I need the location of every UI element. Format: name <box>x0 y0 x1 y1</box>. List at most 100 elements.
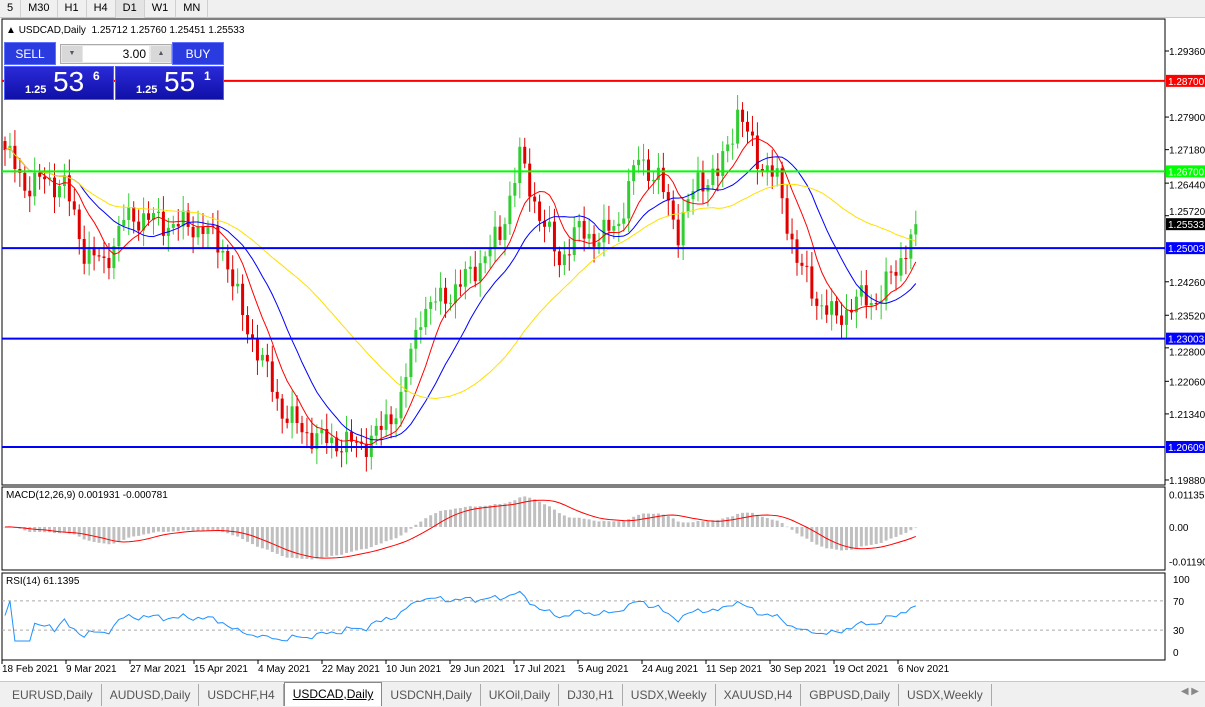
candle-body <box>107 257 111 269</box>
tab-usdcnh-daily[interactable]: USDCNH,Daily <box>382 684 481 706</box>
candle-body <box>350 431 353 442</box>
tab-usdchf-h4[interactable]: USDCHF,H4 <box>199 684 284 706</box>
macd-histogram-bar <box>265 527 269 550</box>
candle <box>33 157 37 206</box>
timeframe-mn[interactable]: MN <box>176 0 209 18</box>
timeframe-h1[interactable]: H1 <box>58 0 87 18</box>
candle <box>92 236 96 271</box>
timeframe-m30[interactable]: M30 <box>21 0 58 18</box>
macd-histogram-bar <box>117 527 121 542</box>
candle-body <box>404 377 408 392</box>
macd-histogram-bar <box>820 527 824 547</box>
macd-label: MACD(12,26,9) 0.001931 -0.000781 <box>6 490 168 501</box>
buy-button[interactable]: BUY <box>172 42 224 65</box>
timeframe-5[interactable]: 5 <box>0 0 22 18</box>
candle-body <box>290 406 294 423</box>
macd-histogram-bar <box>3 527 7 528</box>
candle <box>528 148 532 212</box>
macd-histogram-bar <box>171 527 175 532</box>
tab-scroll-arrows-icon[interactable]: ◀ ▶ <box>1180 686 1199 697</box>
candle-body <box>320 429 324 434</box>
macd-histogram-bar <box>122 527 126 540</box>
macd-histogram-bar <box>800 527 804 537</box>
decrease-lot-icon[interactable]: ▼ <box>62 46 82 62</box>
candle-body <box>622 218 626 224</box>
price-tick-label: 1.24260 <box>1169 278 1205 289</box>
tab-audusd-daily[interactable]: AUDUSD,Daily <box>102 684 200 706</box>
candle-body <box>552 221 556 252</box>
macd-histogram-bar <box>528 497 532 527</box>
macd-histogram-bar <box>780 522 784 527</box>
level-price-badge <box>1166 165 1205 178</box>
tab-ukoil-daily[interactable]: UKOil,Daily <box>481 684 560 706</box>
macd-histogram-bar <box>508 501 512 527</box>
timeframe-d1[interactable]: D1 <box>115 0 145 18</box>
sell-button[interactable]: SELL <box>4 42 56 65</box>
macd-histogram-bar <box>716 519 720 527</box>
price-chart[interactable]: 1.29360 1.27900 1.27180 1.26440 1.25720 1.242… <box>0 18 1205 680</box>
candle-body <box>458 284 462 287</box>
candle-body <box>755 135 759 169</box>
candle-body <box>518 146 522 184</box>
candle-body <box>236 283 240 287</box>
candle-body <box>805 265 809 267</box>
candle-body <box>869 302 873 306</box>
tab-eurusd-daily[interactable]: EURUSD,Daily <box>4 684 102 706</box>
level-price-badge <box>1166 440 1205 453</box>
level-price-badge <box>1166 332 1205 345</box>
candle <box>404 363 408 408</box>
increase-lot-icon[interactable]: ▲ <box>151 46 171 62</box>
tab-usdx-weekly[interactable]: USDX,Weekly <box>623 684 716 706</box>
timeframe-h4[interactable]: H4 <box>87 0 116 18</box>
macd-histogram-bar <box>741 512 745 527</box>
buy-price-button[interactable]: 1.25 55 1 <box>115 66 224 100</box>
date-label: 18 Feb 2021 <box>2 664 59 675</box>
candle <box>642 143 646 176</box>
candle <box>389 406 393 439</box>
candle-body <box>285 418 289 423</box>
candle-body <box>899 257 903 276</box>
candle-body <box>746 121 749 132</box>
candle <box>533 182 537 214</box>
candle-body <box>637 159 641 166</box>
candle-body <box>444 287 448 304</box>
lot-size-stepper[interactable]: ▼ ▲ <box>60 44 172 64</box>
macd-histogram-bar <box>775 520 779 527</box>
macd-histogram-bar <box>736 513 740 527</box>
candle-body <box>379 425 383 430</box>
sell-price-button[interactable]: 1.25 53 6 <box>4 66 114 100</box>
chart-area[interactable]: 1.29360 1.27900 1.27180 1.26440 1.25720 1.242… <box>0 18 1205 680</box>
candle-body <box>647 159 650 181</box>
macd-tick-label: 0.00 <box>1169 523 1189 534</box>
candle <box>434 287 438 311</box>
tab-gbpusd-daily[interactable]: GBPUSD,Daily <box>801 684 899 706</box>
candle-body <box>409 348 413 378</box>
candle <box>196 210 200 245</box>
candle <box>384 399 388 437</box>
tab-xauusd-h4[interactable]: XAUUSD,H4 <box>716 684 802 706</box>
macd-histogram-bar <box>409 527 413 529</box>
date-label: 24 Aug 2021 <box>642 664 699 675</box>
date-label: 4 May 2021 <box>258 664 311 675</box>
candle-body <box>731 143 735 145</box>
candle-body <box>28 190 32 197</box>
candle-body <box>23 172 27 191</box>
level-price-badge <box>1166 74 1205 87</box>
tab-usdx-weekly[interactable]: USDX,Weekly <box>899 684 992 706</box>
candle <box>849 298 853 320</box>
candle-body <box>473 266 477 282</box>
timeframe-w1[interactable]: W1 <box>145 0 177 18</box>
tab-usdcad-daily[interactable]: USDCAD,Daily <box>283 682 383 706</box>
candle <box>557 246 561 278</box>
tab-dj30-h1[interactable]: DJ30,H1 <box>559 684 623 706</box>
candle <box>825 289 829 323</box>
candle <box>904 245 908 275</box>
collapse-triangle-icon[interactable]: ▲ <box>6 25 19 36</box>
candle <box>488 234 492 269</box>
macd-histogram-bar <box>186 527 190 531</box>
candle-body <box>330 437 334 444</box>
lot-size-input[interactable] <box>83 46 149 62</box>
candle-body <box>419 327 423 330</box>
macd-histogram-bar <box>57 527 61 534</box>
macd-histogram-bar <box>439 510 443 527</box>
